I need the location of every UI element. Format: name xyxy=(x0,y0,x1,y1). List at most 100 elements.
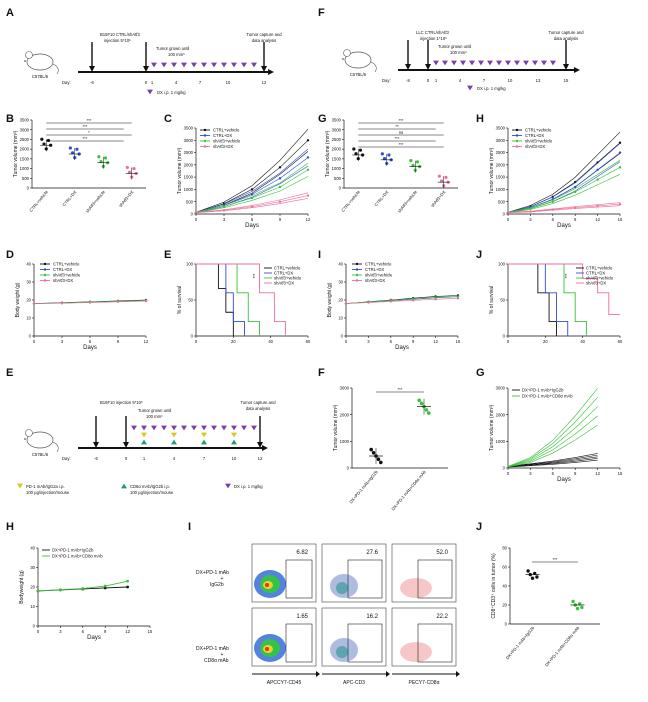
data-point xyxy=(144,299,148,303)
x-tick-label: 0 xyxy=(195,339,198,344)
data-point xyxy=(574,206,577,209)
significance-label: *** xyxy=(398,387,403,392)
y-axis-label: % of survival xyxy=(489,286,495,314)
y-tick-label: 1000 xyxy=(184,187,194,192)
dx-injection-marker xyxy=(460,60,466,66)
day-value: 12 xyxy=(262,80,267,85)
series-line xyxy=(507,152,621,213)
data-point xyxy=(424,408,429,412)
y-tick-label: 40 xyxy=(338,262,343,267)
legend-label: CTRL+DX xyxy=(525,133,544,138)
cd8-legend-sub: 100 μg/injection/mouse xyxy=(130,490,174,495)
data-point xyxy=(618,202,622,206)
day-value: 4 xyxy=(459,78,462,83)
event-arrowhead xyxy=(563,64,569,70)
y-tick-label: 30 xyxy=(26,280,31,285)
y-axis-label: Tumor volume (mm³) xyxy=(325,130,331,177)
pd1-legend-sub: 100 μg/injection/mouse xyxy=(26,490,70,495)
flow-plot: 6.82 xyxy=(251,543,317,603)
data-point xyxy=(354,152,358,156)
data-point xyxy=(506,211,510,214)
x-axis-label: Days xyxy=(87,635,101,641)
significance-label: *** xyxy=(83,136,88,141)
y-tick-label: 40 xyxy=(26,262,31,267)
y-tick-label: 500 xyxy=(498,199,506,204)
cd8-legend-marker xyxy=(121,483,127,489)
category-label: shAtf3+DX xyxy=(430,189,447,208)
x-axis-label: Days xyxy=(557,477,571,483)
day-value: 0 xyxy=(145,80,148,85)
series-line xyxy=(507,456,598,467)
x-tick-label: 9 xyxy=(574,217,577,222)
data-point xyxy=(529,207,532,210)
legend-marker xyxy=(43,268,47,271)
event-arrowhead xyxy=(257,442,263,448)
capture-label: Tumor capture and xyxy=(246,32,282,37)
y-tick-label: 50 xyxy=(188,298,193,303)
data-point xyxy=(379,460,383,465)
data-point xyxy=(574,190,577,194)
data-point xyxy=(415,160,420,164)
data-point xyxy=(409,159,413,163)
day-label: Day: xyxy=(382,78,391,83)
y-axis-label: Tumor volume (mm³) xyxy=(13,130,19,177)
data-point xyxy=(127,170,132,174)
x-tick-label: 12 xyxy=(595,217,600,222)
cell-scatter-core xyxy=(336,646,348,658)
y-axis-label: Tumor volume (mm³) xyxy=(489,147,495,194)
event-arrowhead xyxy=(93,442,99,448)
gate-box xyxy=(347,623,383,663)
dx-injection-marker xyxy=(171,425,177,431)
y-tick-label: 2000 xyxy=(496,412,506,417)
day-value: 15 xyxy=(564,78,569,83)
cd8-injection-marker xyxy=(141,439,147,445)
y-axis-label: Tumor volume (mm³) xyxy=(177,147,183,194)
legend-label: shAtf3+DX xyxy=(525,144,545,149)
survival-curve xyxy=(196,263,287,336)
y-tick-label: 2000 xyxy=(496,162,506,167)
data-point xyxy=(278,185,282,189)
day-label: Day: xyxy=(62,80,71,85)
mouse-icon xyxy=(24,429,59,453)
legend-label: CTRL+DX xyxy=(274,271,293,276)
y-tick-label: 3500 xyxy=(496,126,506,131)
legend-marker xyxy=(203,139,207,143)
y-tick-label: 2500 xyxy=(184,150,194,155)
y-tick-label: 10 xyxy=(338,316,343,321)
x-tick-label: 15 xyxy=(618,217,623,222)
x-tick-label: 0 xyxy=(507,217,510,222)
cd8-injection-marker xyxy=(171,439,177,445)
category-label: shAtf3+vehicle xyxy=(85,189,107,214)
x-tick-label: 20 xyxy=(231,339,236,344)
legend-marker xyxy=(515,128,519,132)
x-axis-label: Days xyxy=(557,223,571,229)
series-line xyxy=(195,176,309,214)
y-tick-label: 10 xyxy=(30,604,35,609)
data-point xyxy=(618,141,622,144)
y-tick-label: 3500 xyxy=(184,126,194,131)
data-point xyxy=(456,295,460,298)
x-tick-label: 3 xyxy=(59,629,62,634)
legend-label: shAtf3+DX xyxy=(53,278,73,283)
y-tick-label: 2500 xyxy=(332,137,342,142)
data-point xyxy=(437,174,441,178)
capture-label-2: data analysis xyxy=(246,406,270,411)
series-line xyxy=(507,453,598,467)
grown-label: Tumor grown until xyxy=(438,44,471,49)
event-arrowhead xyxy=(123,442,129,448)
data-point xyxy=(369,447,374,452)
y-tick-label: 1000 xyxy=(20,166,30,171)
I-axes: 0 10 20 30 40 0 3 6 9 12 15 Body weight (g) Days CTRL… xyxy=(327,262,461,351)
pd1-legend-marker xyxy=(17,483,23,489)
data-point xyxy=(387,153,391,157)
x-tick-label: 3 xyxy=(367,339,370,344)
data-point xyxy=(380,152,384,156)
category-label: DX+PD-1 mAb+CD8α mAb xyxy=(544,625,581,667)
category-label: shAtf3+vehicle xyxy=(397,189,419,214)
H2-axes: 0 10 20 30 40 0 3 6 9 12 15 Bodyweight (g) Days DX+PD… xyxy=(19,546,153,641)
data-point xyxy=(618,151,622,154)
legend-label: CTRL+vehicle xyxy=(525,128,552,133)
series-line xyxy=(507,415,598,468)
row1-label: DX+PD-1 mAb xyxy=(196,570,229,576)
y-axis-label: CD8⁺CD3⁺ cells in tumor (%) xyxy=(491,553,497,619)
